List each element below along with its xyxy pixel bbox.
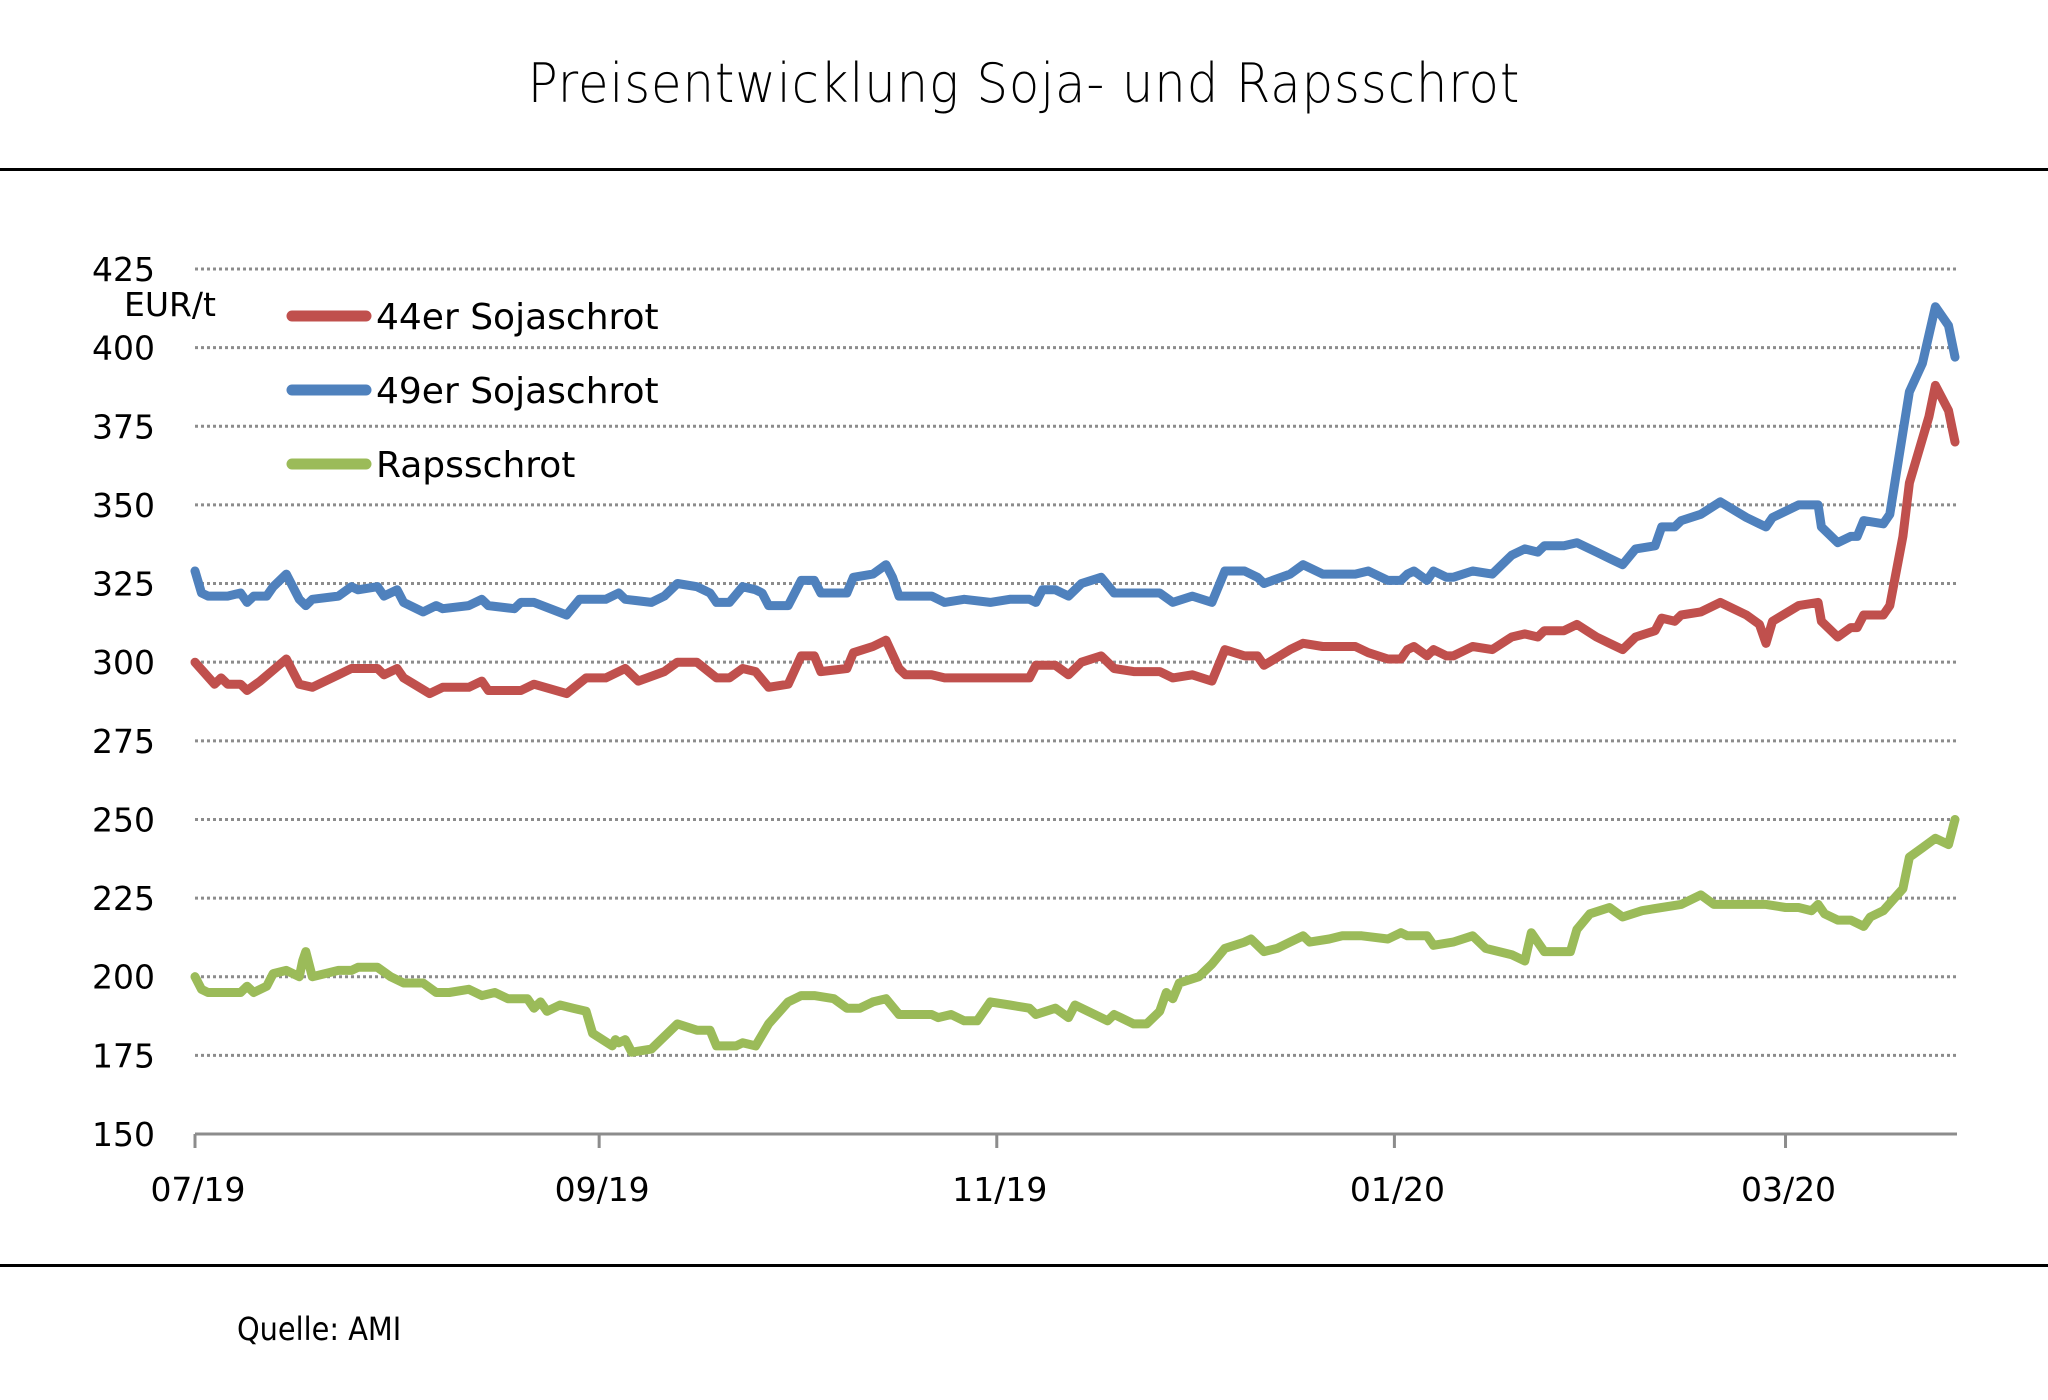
x-tick-label: 09/19 — [555, 1170, 650, 1209]
series-line-44er-sojaschrot — [190, 380, 1960, 699]
y-tick-label: 200 — [92, 958, 155, 997]
series-line-rapsschrot — [190, 815, 1960, 1057]
legend-label: Rapsschrot — [376, 445, 575, 486]
y-tick-label: 300 — [92, 643, 155, 682]
top-divider — [0, 168, 2048, 171]
bottom-divider — [0, 1264, 2048, 1267]
y-tick-label: 425 — [92, 250, 155, 289]
y-tick-label: 350 — [92, 486, 155, 525]
y-tick-label: 250 — [92, 800, 155, 839]
y-axis-tick-labels: 150 175 200 225 250 275 300 325 350 375 400 425 — [92, 250, 155, 1154]
y-tick-label: 275 — [92, 722, 155, 761]
series-line-49er-sojaschrot — [190, 302, 1960, 620]
y-tick-label: 325 — [92, 565, 155, 604]
y-tick-label: 375 — [92, 407, 155, 446]
chart-title: Preisentwicklung Soja- und Rapsschrot — [527, 52, 1521, 115]
legend-label: 49er Sojaschrot — [376, 371, 659, 412]
series-lines — [190, 302, 1960, 1057]
x-axis-tick-labels: 07/19 09/19 11/19 01/20 03/20 — [150, 1170, 1836, 1209]
y-tick-label: 400 — [92, 329, 155, 368]
y-tick-label: 225 — [92, 879, 155, 918]
legend: 44er Sojaschrot 49er Sojaschrot Rapsschrot — [286, 297, 659, 486]
x-tick-label: 03/20 — [1741, 1170, 1836, 1209]
x-tick-label: 01/20 — [1350, 1170, 1445, 1209]
y-tick-label: 150 — [92, 1115, 155, 1154]
x-axis — [193, 1132, 1957, 1148]
legend-label: 44er Sojaschrot — [376, 297, 659, 338]
y-axis-unit-label: EUR/t — [124, 285, 216, 324]
y-tick-label: 175 — [92, 1036, 155, 1075]
x-tick-label: 11/19 — [952, 1170, 1047, 1209]
source-note: Quelle: AMI — [237, 1310, 402, 1348]
x-tick-label: 07/19 — [150, 1170, 245, 1209]
